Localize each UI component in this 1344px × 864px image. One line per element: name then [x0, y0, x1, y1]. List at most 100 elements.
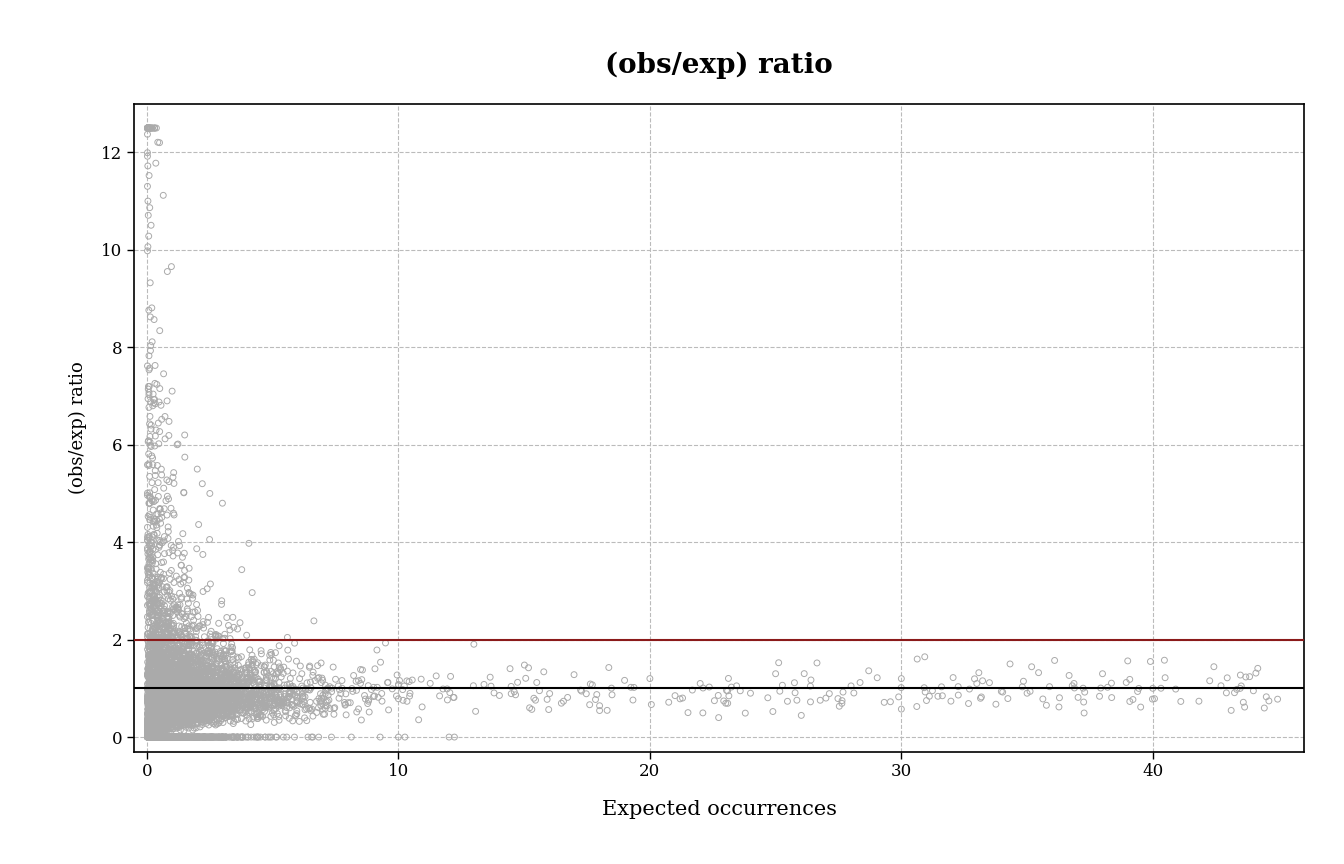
Point	[156, 683, 177, 696]
Point	[194, 707, 215, 721]
Point	[579, 677, 601, 691]
Point	[152, 656, 173, 670]
Point	[179, 700, 200, 714]
Point	[173, 683, 195, 696]
Point	[138, 664, 160, 678]
Point	[200, 704, 222, 718]
Point	[585, 693, 606, 707]
Point	[251, 696, 273, 710]
Point	[161, 714, 183, 727]
Point	[238, 690, 259, 704]
Point	[214, 691, 235, 705]
Point	[200, 692, 222, 706]
Point	[156, 699, 177, 713]
Point	[163, 706, 184, 720]
Point	[145, 695, 167, 708]
Point	[231, 688, 253, 702]
Point	[181, 689, 203, 703]
Point	[196, 710, 218, 724]
Point	[155, 712, 176, 726]
Point	[199, 704, 220, 718]
Point	[140, 672, 161, 686]
Point	[216, 651, 238, 665]
Point	[144, 512, 165, 526]
Point	[168, 702, 190, 715]
Point	[138, 676, 160, 689]
Point	[202, 688, 223, 702]
Point	[188, 619, 210, 633]
Point	[207, 690, 228, 704]
Point	[187, 653, 208, 667]
Point	[175, 709, 196, 723]
Point	[786, 693, 808, 707]
Point	[208, 712, 230, 726]
Point	[226, 688, 247, 702]
Point	[146, 677, 168, 690]
Point	[146, 670, 168, 684]
Point	[196, 615, 218, 629]
Point	[160, 662, 181, 676]
Point	[146, 723, 168, 737]
Point	[198, 702, 219, 715]
Point	[235, 704, 257, 718]
Point	[187, 706, 208, 720]
Point	[157, 648, 179, 662]
Point	[176, 707, 198, 721]
Point	[146, 655, 168, 669]
Point	[148, 705, 169, 719]
Point	[173, 685, 195, 699]
Point	[163, 702, 184, 716]
Point	[152, 692, 173, 706]
Point	[161, 701, 183, 715]
Point	[223, 730, 245, 744]
Point	[137, 723, 159, 737]
Point	[137, 599, 159, 613]
Point	[173, 676, 195, 689]
Point	[140, 435, 161, 449]
Point	[187, 730, 208, 744]
Point	[155, 702, 176, 716]
Point	[237, 683, 258, 697]
Point	[191, 654, 212, 668]
Point	[177, 730, 199, 744]
Point	[200, 730, 222, 744]
Point	[978, 676, 1000, 689]
Point	[173, 683, 195, 696]
Point	[179, 687, 200, 701]
Point	[176, 651, 198, 665]
Point	[177, 704, 199, 718]
Point	[142, 721, 164, 735]
Point	[261, 709, 282, 723]
Point	[187, 730, 208, 744]
Point	[192, 710, 214, 724]
Point	[160, 681, 181, 695]
Point	[141, 689, 163, 703]
Point	[173, 664, 195, 678]
Point	[141, 335, 163, 349]
Point	[222, 730, 243, 744]
Point	[171, 692, 192, 706]
Point	[151, 656, 172, 670]
Point	[138, 702, 160, 715]
Point	[160, 708, 181, 721]
Point	[176, 677, 198, 691]
Point	[255, 700, 277, 714]
Point	[218, 666, 239, 680]
Point	[183, 660, 204, 674]
Point	[152, 670, 173, 683]
Point	[208, 652, 230, 666]
Point	[286, 696, 308, 709]
Point	[146, 676, 168, 689]
Point	[141, 724, 163, 738]
Point	[151, 708, 172, 721]
Point	[931, 680, 953, 694]
Point	[160, 651, 181, 664]
Point	[140, 711, 161, 725]
Point	[499, 662, 520, 676]
Point	[526, 676, 547, 689]
Point	[187, 686, 208, 700]
Point	[164, 634, 185, 648]
Point	[249, 676, 270, 689]
Point	[184, 702, 206, 715]
Point	[145, 429, 167, 443]
